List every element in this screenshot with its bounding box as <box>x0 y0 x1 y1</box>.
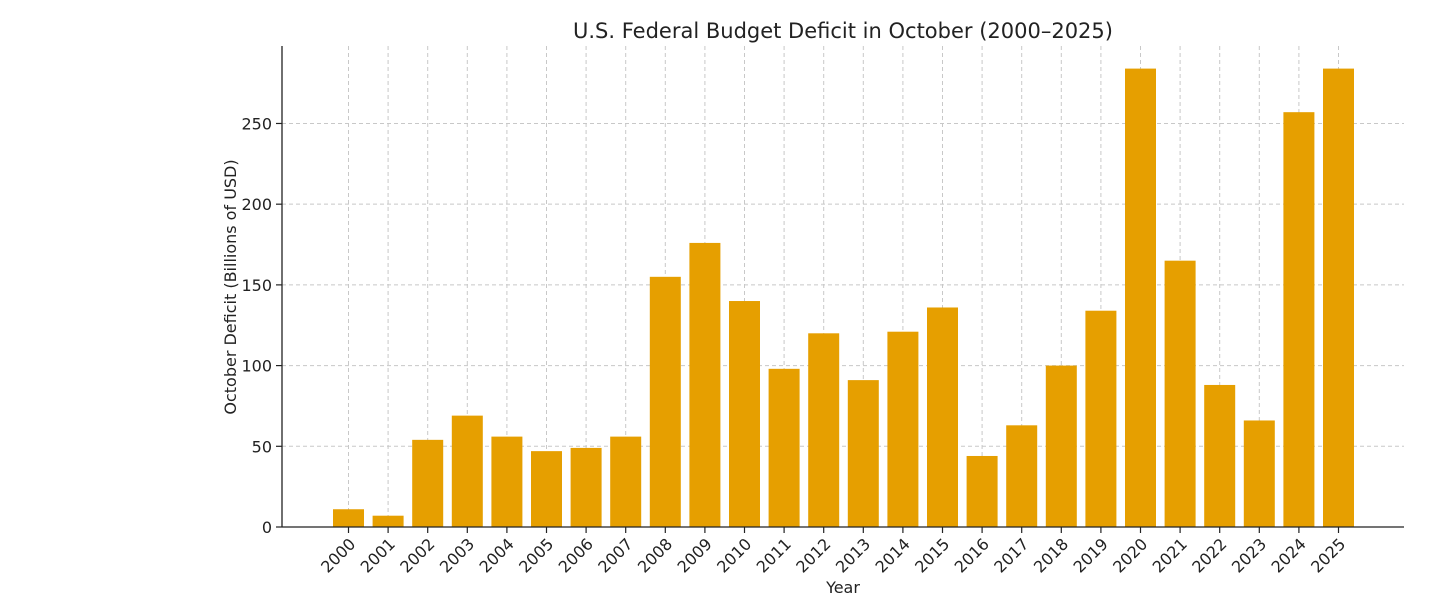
bar-2001 <box>372 515 404 527</box>
y-tick-label: 150 <box>241 276 272 295</box>
y-tick-label: 200 <box>241 195 272 214</box>
bar-2015 <box>927 307 958 527</box>
x-tick-label: 2005 <box>515 534 557 576</box>
bar-2007 <box>610 436 642 527</box>
bar-2019 <box>1085 310 1117 527</box>
bar-2010 <box>729 301 760 527</box>
bar-2005 <box>531 451 562 527</box>
x-tick-label: 2024 <box>1268 534 1310 576</box>
axes-layer <box>281 46 1404 528</box>
bar-2011 <box>768 368 800 527</box>
bar-2012 <box>808 333 840 527</box>
x-tick-label: 2007 <box>594 534 636 576</box>
x-tick-label: 2015 <box>911 534 953 576</box>
bar-2014 <box>887 331 919 527</box>
y-axis-label: October Deficit (Billions of USD) <box>221 159 240 414</box>
bar-2004 <box>491 436 523 527</box>
bar-2023 <box>1243 420 1275 527</box>
x-tick-label: 2006 <box>555 534 597 576</box>
bar-2020 <box>1125 68 1156 527</box>
x-tick-label: 2019 <box>1070 534 1112 576</box>
bar-2016 <box>966 455 998 527</box>
bar-2013 <box>847 380 879 527</box>
x-tick-label: 2012 <box>792 534 834 576</box>
x-tick-label: 2001 <box>357 534 399 576</box>
bar-2000 <box>333 509 364 527</box>
y-tick-label: 50 <box>252 437 272 456</box>
x-axis-label: Year <box>825 578 860 597</box>
x-tick-label: 2025 <box>1307 534 1349 576</box>
x-tick-label: 2000 <box>317 534 359 576</box>
x-tick-label: 2014 <box>872 534 914 576</box>
bar-2003 <box>451 415 483 527</box>
bar-2024 <box>1283 112 1315 527</box>
x-tick-label: 2013 <box>832 534 874 576</box>
bar-2018 <box>1045 365 1077 527</box>
x-tick-label: 2011 <box>753 534 795 576</box>
y-tick-label: 0 <box>262 518 272 537</box>
x-tick-label: 2010 <box>713 534 755 576</box>
bars-layer <box>333 68 1354 527</box>
bar-2021 <box>1164 260 1196 527</box>
x-tick-label: 2021 <box>1149 534 1191 576</box>
x-tick-label: 2017 <box>990 534 1032 576</box>
grid-layer <box>282 46 1404 527</box>
x-tick-label: 2016 <box>951 534 993 576</box>
chart-title: U.S. Federal Budget Deficit in October (… <box>573 19 1113 43</box>
bar-2006 <box>570 447 602 527</box>
bar-2009 <box>689 242 721 527</box>
x-tick-label: 2008 <box>634 534 676 576</box>
x-tick-label: 2004 <box>476 534 518 576</box>
x-tick-label: 2002 <box>396 534 438 576</box>
bar-2017 <box>1006 425 1038 527</box>
bar-2008 <box>649 276 681 527</box>
y-tick-label: 100 <box>241 357 272 376</box>
x-tick-label: 2022 <box>1188 534 1230 576</box>
x-tick-label: 2023 <box>1228 534 1270 576</box>
y-tick-label: 250 <box>241 114 272 133</box>
x-tick-label: 2018 <box>1030 534 1072 576</box>
x-tick-label: 2009 <box>674 534 716 576</box>
x-tick-label: 2003 <box>436 534 478 576</box>
bar-2022 <box>1204 384 1236 527</box>
bar-2002 <box>412 439 444 527</box>
bar-2025 <box>1323 68 1354 527</box>
x-tick-label: 2020 <box>1109 534 1151 576</box>
